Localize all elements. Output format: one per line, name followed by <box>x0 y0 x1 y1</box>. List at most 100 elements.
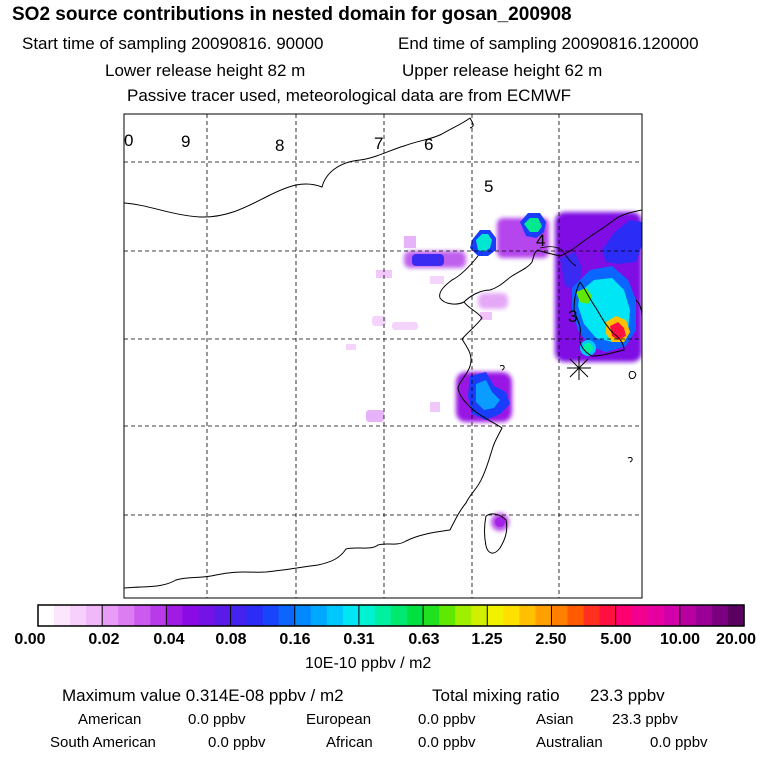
australian-value: 0.0 ppbv <box>650 734 708 751</box>
colorbar-tick-label: 0.02 <box>88 631 120 648</box>
colorbar-swatch <box>198 605 216 626</box>
colorbar-tick-label: 0.63 <box>408 631 440 648</box>
colorbar-swatch <box>230 605 248 626</box>
european-value: 0.0 ppbv <box>418 711 476 728</box>
colorbar-tick-label: 1.25 <box>471 631 503 648</box>
colorbar-swatch <box>567 605 585 626</box>
colorbar-border <box>37 604 745 627</box>
colorbar-swatch <box>599 605 617 626</box>
receptor-asterisk-marker <box>567 356 591 380</box>
colorbar-tick-label: 20.00 <box>715 631 757 648</box>
plume-taiwan <box>491 513 509 531</box>
colorbar-swatch <box>663 605 681 626</box>
colorbar-tick-label: 0.16 <box>279 631 311 648</box>
colorbar-tick-label: 0.31 <box>343 631 375 648</box>
total-mixing-ratio-value: 23.3 ppbv <box>590 686 665 705</box>
map-label-3: 3 <box>568 307 577 326</box>
map-label-6: 6 <box>424 135 433 154</box>
colorbar-swatch <box>358 605 376 626</box>
maximum-value: Maximum value 0.314E-08 ppbv / m2 <box>62 686 344 705</box>
plume-hebei <box>376 236 466 278</box>
map-label-4: 4 <box>536 231 545 250</box>
end-time: End time of sampling 20090816.120000 <box>398 34 699 53</box>
colorbar-swatch <box>70 605 87 626</box>
colorbar-swatch <box>150 605 167 626</box>
colorbar-swatch <box>631 605 649 626</box>
colorbar-swatch <box>439 605 456 626</box>
african-label: African <box>326 734 373 751</box>
south-american-label: South American <box>50 734 156 751</box>
colorbar-swatch <box>583 605 601 626</box>
map-label-9: 9 <box>181 132 190 151</box>
colorbar-swatch <box>471 605 488 626</box>
map-label-7: 7 <box>374 134 383 153</box>
colorbar-tick-label: 0.04 <box>153 631 185 648</box>
plume-traces <box>346 276 444 350</box>
colorbar-swatch <box>246 605 264 626</box>
colorbar-tick-label: 10.00 <box>659 631 701 648</box>
colorbar-tick-label: 5.00 <box>600 631 632 648</box>
colorbar-swatch <box>102 605 119 626</box>
asian-value: 23.3 ppbv <box>612 711 678 728</box>
colorbar-swatch <box>38 605 55 626</box>
australian-label: Australian <box>536 734 603 751</box>
colorbar-swatch <box>134 605 151 626</box>
upper-release-height: Upper release height 62 m <box>402 61 603 80</box>
colorbar-tick-label: 0.08 <box>215 631 247 648</box>
map-label-8: 8 <box>275 136 284 155</box>
plume-shanghai <box>366 372 512 422</box>
colorbar-swatch <box>519 605 537 626</box>
colorbar-tick-label: 0.00 <box>14 631 46 648</box>
colorbar-swatch <box>214 605 232 626</box>
colorbar <box>37 604 745 627</box>
colorbar-swatch <box>695 605 713 626</box>
plume-korea <box>555 212 642 362</box>
map-label-0: 0 <box>124 131 133 150</box>
colorbar-swatch <box>487 605 504 626</box>
european-label: European <box>306 711 372 728</box>
american-value: 0.0 ppbv <box>188 711 246 728</box>
colorbar-swatch <box>118 605 135 626</box>
colorbar-swatch <box>727 605 745 626</box>
map-label-5: 5 <box>484 177 493 196</box>
colorbar-swatch <box>615 605 633 626</box>
coastline <box>124 117 642 589</box>
colorbar-tick-label: 2.50 <box>535 631 567 648</box>
colorbar-swatch <box>294 605 312 626</box>
colorbar-swatch <box>535 605 553 626</box>
lower-release-height: Lower release height 82 m <box>105 61 306 80</box>
map-frame <box>123 113 643 599</box>
colorbar-swatch <box>551 605 569 626</box>
colorbar-swatch <box>86 605 103 626</box>
colorbar-swatch <box>310 605 328 626</box>
colorbar-swatch <box>166 605 184 626</box>
african-value: 0.0 ppbv <box>418 734 476 751</box>
colorbar-swatch <box>278 605 296 626</box>
american-label: American <box>78 711 142 728</box>
colorbar-swatch <box>455 605 472 626</box>
colorbar-swatch <box>374 605 392 626</box>
colorbar-swatch <box>326 605 344 626</box>
chart-title: SO2 source contributions in nested domai… <box>12 4 572 25</box>
colorbar-unit: 10E-10 ppbv / m2 <box>305 655 432 672</box>
colorbar-swatch <box>647 605 665 626</box>
plume-liaoning <box>470 213 549 320</box>
colorbar-swatch <box>503 605 520 626</box>
colorbar-swatch <box>423 605 440 626</box>
colorbar-swatch <box>711 605 729 626</box>
lat-lon-grid <box>124 114 642 598</box>
south-american-value: 0.0 ppbv <box>208 734 266 751</box>
colorbar-swatch <box>342 605 360 626</box>
colorbar-swatch <box>391 605 408 626</box>
model-note: Passive tracer used, meteorological data… <box>127 86 572 105</box>
country-borders <box>539 246 577 267</box>
colorbar-swatch <box>262 605 280 626</box>
colorbar-swatch <box>407 605 424 626</box>
colorbar-swatch <box>54 605 71 626</box>
total-mixing-ratio-label: Total mixing ratio <box>432 686 560 705</box>
asian-label: Asian <box>536 711 574 728</box>
start-time: Start time of sampling 20090816. 90000 <box>22 34 324 53</box>
colorbar-swatch <box>679 605 697 626</box>
colorbar-swatch <box>182 605 200 626</box>
